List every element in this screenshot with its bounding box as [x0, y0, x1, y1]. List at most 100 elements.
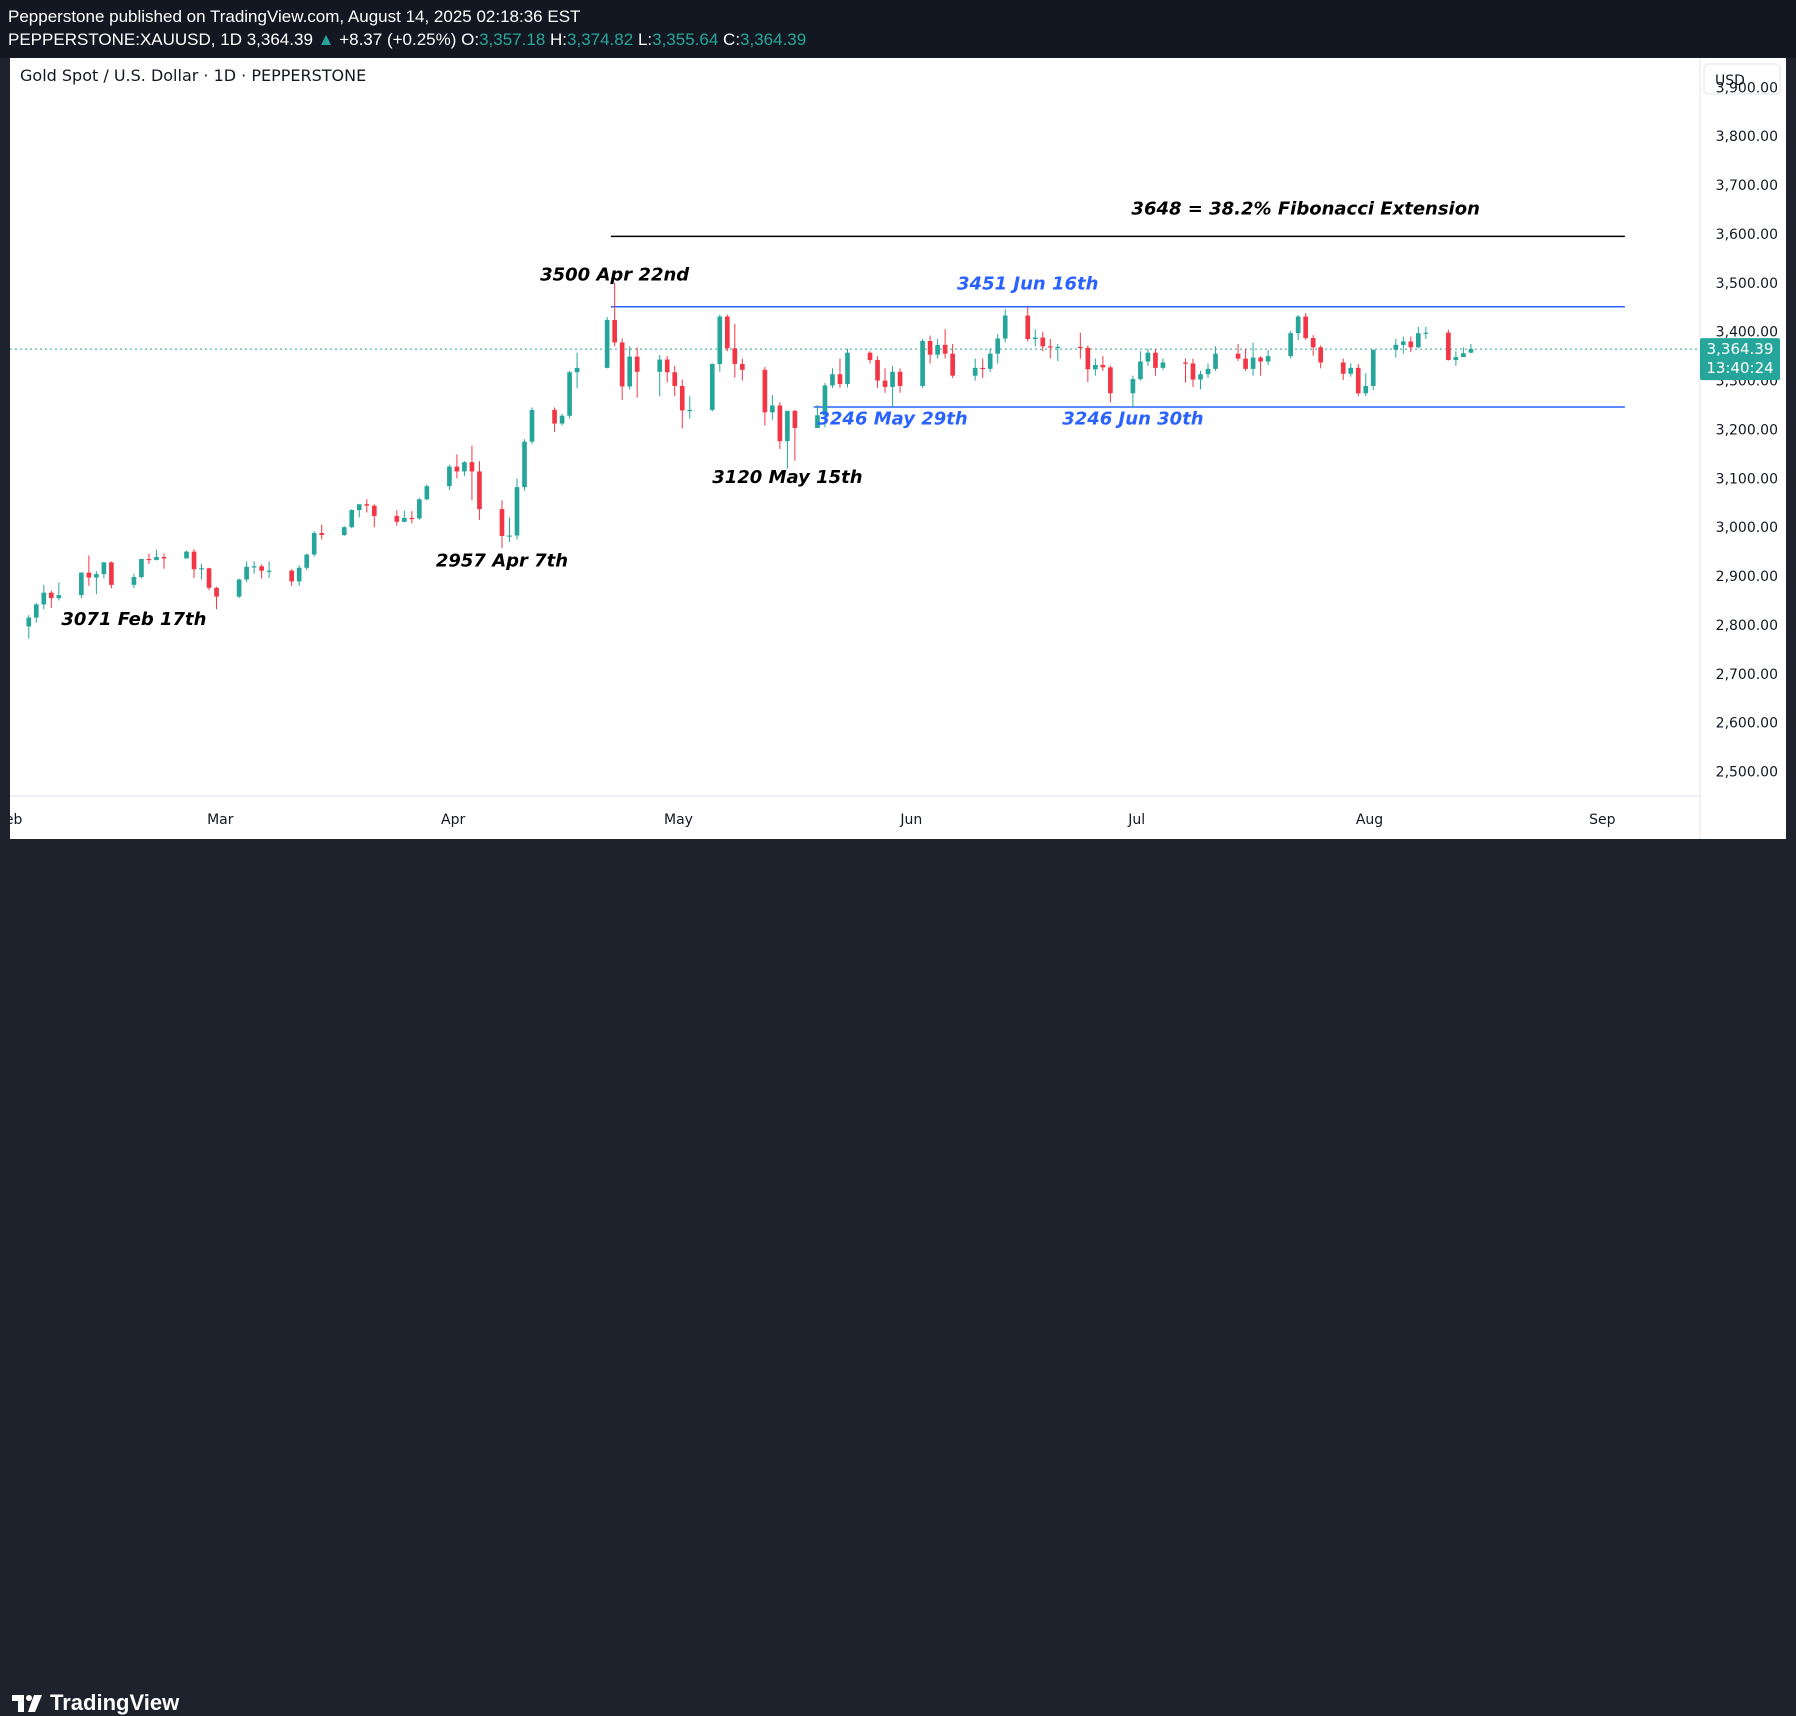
candle-body: [830, 374, 835, 386]
candle: [1461, 347, 1466, 358]
candle-body: [394, 515, 400, 522]
annotation-label: 3120 May 15th: [712, 467, 862, 488]
candle: [845, 348, 850, 388]
publisher-line: Pepperstone published on TradingView.com…: [8, 7, 581, 26]
close-label: C:: [723, 30, 741, 49]
price-tick-label: 3,500.00: [1716, 276, 1778, 292]
candle-body: [1265, 356, 1271, 362]
candle: [109, 561, 114, 589]
candle-body: [552, 409, 557, 424]
tradingview-logo[interactable]: TradingView: [10, 1690, 179, 1716]
candle: [882, 368, 888, 393]
candle-body: [627, 356, 632, 387]
candle-body: [942, 344, 948, 354]
candle-body: [1318, 347, 1324, 363]
candle: [304, 553, 310, 571]
candle: [785, 410, 790, 469]
candle-body: [972, 367, 978, 376]
candle-body: [1205, 368, 1211, 375]
price-tick-label: 3,700.00: [1716, 178, 1778, 194]
candle: [1183, 358, 1188, 383]
candle-body: [935, 344, 940, 355]
candle: [1153, 348, 1158, 376]
candle: [1130, 375, 1136, 407]
candle: [552, 407, 557, 432]
candle: [349, 509, 355, 529]
candle-body: [687, 409, 693, 412]
candle: [206, 567, 212, 591]
candle: [1258, 356, 1263, 376]
annotation-label: 3246 May 29th: [817, 409, 967, 430]
candle: [1416, 326, 1421, 349]
candle: [1408, 336, 1414, 353]
price-tick-label: 3,100.00: [1716, 471, 1778, 487]
candlestick-chart[interactable]: Gold Spot / U.S. Dollar · 1D · PEPPERSTO…: [0, 58, 1786, 839]
time-tick-label: Mar: [207, 812, 234, 828]
candle: [154, 549, 159, 561]
candle-body: [1130, 379, 1136, 394]
candle-body: [567, 372, 572, 416]
chart-background: [10, 58, 1786, 839]
price-tick-label: 3,900.00: [1716, 80, 1778, 96]
candle-body: [1040, 337, 1046, 347]
candle: [1145, 348, 1151, 366]
candle-body: [469, 462, 475, 472]
candle: [1213, 346, 1218, 371]
candle-body: [875, 360, 880, 381]
candle-body: [1446, 332, 1451, 361]
candle: [980, 358, 986, 379]
candle-body: [1085, 347, 1091, 370]
chart-title: Gold Spot / U.S. Dollar · 1D · PEPPERSTO…: [20, 66, 366, 85]
current-price-tag: 3,364.39 13:40:24: [1700, 338, 1780, 381]
candle: [935, 339, 940, 359]
candle-body: [477, 471, 482, 510]
candle-body: [1340, 362, 1346, 374]
candle: [732, 323, 738, 378]
tradingview-logo-icon: [12, 1695, 42, 1712]
candle: [41, 584, 47, 610]
candle: [1235, 343, 1241, 362]
currency-button[interactable]: USD: [1703, 63, 1781, 95]
candle-body: [927, 340, 933, 355]
candle: [266, 561, 272, 579]
chart-frame[interactable]: Gold Spot / U.S. Dollar · 1D · PEPPERSTO…: [0, 58, 1786, 839]
candle-body: [296, 567, 302, 582]
candle-body: [1160, 362, 1166, 368]
candle: [251, 561, 257, 574]
candle: [837, 358, 843, 388]
candle-body: [740, 363, 745, 370]
drawn-lines: [610, 235, 1625, 408]
symbol-label: PEPPERSTONE:XAUUSD, 1D: [8, 30, 242, 49]
annotation-label: 3071 Feb 17th: [61, 609, 206, 630]
candle-body: [1468, 349, 1474, 353]
candle-body: [995, 338, 1001, 354]
candle: [657, 355, 663, 397]
candle: [499, 500, 505, 549]
countdown-tag: 13:40:24: [1706, 359, 1773, 377]
candle: [792, 409, 798, 461]
candle-body: [1363, 385, 1369, 394]
candle-body: [319, 533, 325, 536]
candles: [26, 282, 1474, 639]
candle-body: [1423, 332, 1429, 334]
candle-body: [514, 487, 520, 536]
candle: [1190, 358, 1196, 387]
annotation-label: 3451 Jun 16th: [957, 274, 1098, 295]
candle-body: [1183, 362, 1188, 364]
candle-body: [529, 409, 535, 442]
candle-body: [304, 554, 310, 568]
candle-body: [1243, 358, 1248, 369]
candle-body: [1303, 316, 1308, 339]
candle: [890, 365, 895, 407]
candle-body: [1370, 349, 1376, 386]
candle: [627, 346, 632, 390]
candle-body: [664, 359, 670, 373]
candle-body: [1100, 364, 1106, 368]
candle: [26, 615, 32, 639]
price-axis[interactable]: 3,900.00 3,800.00 3,700.00 3,600.00 3,500.00…: [1716, 80, 1778, 780]
candle: [724, 314, 730, 352]
candle: [1040, 331, 1046, 352]
candle: [1160, 358, 1166, 370]
time-tick-label: Apr: [441, 812, 465, 828]
candle-body: [1047, 346, 1053, 348]
